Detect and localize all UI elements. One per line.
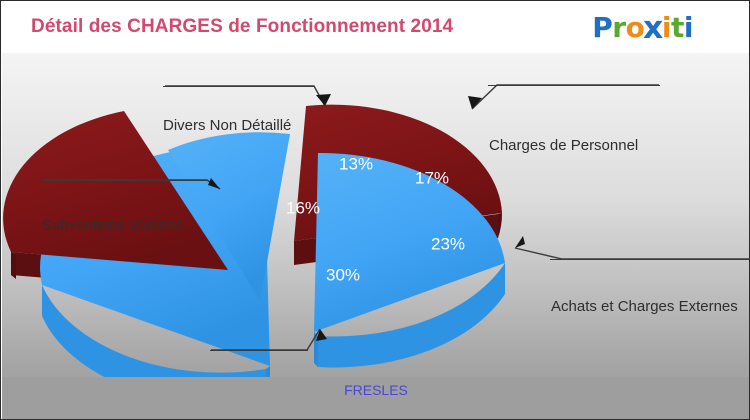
logo-letter-o: o <box>625 11 645 44</box>
slice-top-achats-et-charges-externes[interactable] <box>314 152 505 332</box>
logo-letter-i1: i <box>661 11 672 44</box>
slice-value-contingents: 30% <box>326 265 360 284</box>
logo-letter-r: r <box>612 11 626 44</box>
callout-underline-contingents <box>210 350 308 351</box>
page-title: Détail des CHARGES de Fonctionnement 201… <box>31 16 454 37</box>
callout-arrowheads <box>208 94 525 341</box>
slice-top-divers-non-detaille[interactable] <box>168 132 290 301</box>
slice-value-subventions-versees: 16% <box>286 198 320 217</box>
logo-letter-i2: i <box>683 11 694 44</box>
slice-value-charges-de-personnel: 17% <box>415 168 449 187</box>
pie-chart: 17% 23% 30% 16% 13% <box>3 84 749 404</box>
city-label: FRESLES <box>344 382 408 398</box>
slice-value-divers-non-detaille: 13% <box>339 154 373 173</box>
callout-divers-non-detaille: Divers Non Détaillé <box>163 117 292 134</box>
callout-achats-et-charges-externes: Achats et Charges Externes <box>551 298 738 315</box>
logo-letter-t: t <box>671 11 684 44</box>
footer-band <box>2 377 749 419</box>
callout-underline-achats <box>550 259 749 260</box>
callout-subventions-versees: Subventions Versées <box>42 217 183 234</box>
callout-charges-de-personnel: Charges de Personnel <box>489 137 639 154</box>
callout-underline-subventions <box>42 180 207 181</box>
callout-underline-personnel <box>488 85 660 86</box>
slice-top-subventions-versees[interactable] <box>3 111 228 270</box>
proxiti-logo: Proxiti <box>592 9 694 46</box>
logo-letter-x: x <box>643 9 663 46</box>
logo-letter-p: P <box>592 11 613 44</box>
callout-underline-divers <box>163 86 314 87</box>
plot-area: 17% 23% 30% 16% 13% <box>2 53 749 419</box>
chart-header: Détail des CHARGES de Fonctionnement 201… <box>1 1 749 53</box>
slice-value-achats-et-charges-externes: 23% <box>431 234 465 253</box>
